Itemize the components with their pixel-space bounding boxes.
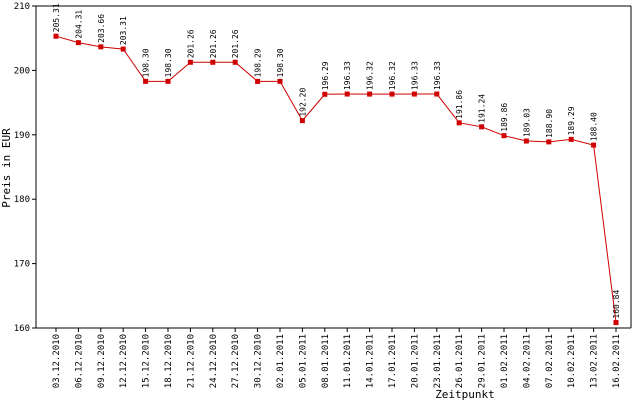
data-point [53,33,59,39]
x-tick-label: 01.02.2011 [500,334,510,388]
y-tick-label: 170 [14,260,30,270]
data-point [434,91,440,97]
data-label: 188.40 [590,112,599,141]
data-point [501,133,507,139]
x-tick-label: 27.12.2010 [231,334,241,388]
data-point [255,78,261,84]
data-label: 189.86 [500,103,509,132]
x-tick-label: 12.12.2010 [119,334,129,388]
data-labels: 205.31 204.31 203.66 203.31 198.30 198.30 201.… [52,3,621,318]
x-tick-label: 14.01.2011 [366,334,376,388]
y-tick-label: 210 [14,2,30,12]
data-point [165,78,171,84]
y-tick-label: 180 [14,195,30,205]
x-tick-label: 10.02.2011 [567,334,577,388]
x-tick-label: 23.01.2011 [433,334,443,388]
x-tick-label: 13.02.2011 [590,334,600,388]
data-point [546,139,552,145]
y-axis-ticks: 160 170 180 190 200 210 [14,2,36,334]
data-label: 201.26 [231,29,240,58]
data-point [232,59,238,65]
x-tick-label: 07.02.2011 [545,334,555,388]
data-label: 160.84 [612,290,621,319]
data-point [143,78,149,84]
x-axis-title: Zeitpunkt [435,388,495,401]
data-label: 191.24 [478,94,487,123]
data-label: 201.26 [186,29,195,58]
data-point [322,91,328,97]
data-point [187,59,193,65]
data-point [591,142,597,148]
y-tick-label: 160 [14,324,30,334]
data-point [344,91,350,97]
data-label: 201.26 [209,29,218,58]
series-line [55,35,617,323]
data-label: 196.32 [388,61,397,90]
x-axis-ticks: 03.12.2010 06.12.2010 09.12.2010 12.12.2010… [52,328,622,388]
x-tick-label: 24.12.2010 [209,334,219,388]
x-tick-label: 29.01.2011 [478,334,488,388]
x-tick-label: 15.12.2010 [142,334,152,388]
data-label: 192.20 [298,88,307,117]
data-point [389,91,395,97]
x-tick-label: 17.01.2011 [388,334,398,388]
data-point [568,136,574,142]
x-tick-label: 18.12.2010 [164,334,174,388]
data-point [75,40,81,46]
data-label: 203.31 [119,16,128,45]
data-label: 198.30 [164,48,173,77]
x-tick-label: 04.02.2011 [522,334,532,388]
x-tick-label: 02.01.2011 [276,334,286,388]
data-point [613,320,619,326]
data-point [456,120,462,126]
data-label: 196.32 [366,61,375,90]
data-label: 203.66 [97,14,106,43]
data-point [120,46,126,52]
x-tick-label: 05.01.2011 [298,334,308,388]
data-point [411,91,417,97]
x-tick-label: 08.01.2011 [321,334,331,388]
data-label: 196.29 [321,61,330,90]
data-label: 196.33 [433,61,442,90]
data-point [479,124,485,130]
data-label: 189.03 [522,108,531,137]
x-tick-label: 03.12.2010 [52,334,62,388]
data-label: 188.90 [545,109,554,138]
data-label: 204.31 [74,10,83,39]
x-tick-label: 21.12.2010 [186,334,196,388]
data-point [98,44,104,50]
series-price [53,33,619,326]
y-tick-label: 190 [14,131,30,141]
x-tick-label: 26.01.2011 [455,334,465,388]
y-tick-label: 200 [14,66,30,76]
y-axis-title: Preis in EUR [0,128,13,208]
x-tick-label: 20.01.2011 [410,334,420,388]
data-label: 205.31 [52,3,61,32]
x-tick-label: 11.01.2011 [343,334,353,388]
data-point [210,59,216,65]
axes [35,5,632,329]
x-tick-label: 09.12.2010 [97,334,107,388]
data-label: 191.86 [455,90,464,119]
data-point [367,91,373,97]
data-label: 196.33 [410,61,419,90]
x-tick-label: 16.02.2011 [612,334,622,388]
x-tick-label: 06.12.2010 [74,334,84,388]
data-label: 198.29 [254,48,263,77]
data-label: 198.30 [276,48,285,77]
data-label: 196.33 [343,61,352,90]
data-point [299,118,305,124]
data-point [277,78,283,84]
x-tick-label: 30.12.2010 [254,334,264,388]
data-label: 189.29 [567,106,576,135]
data-label: 198.30 [142,48,151,77]
data-point [523,138,529,144]
